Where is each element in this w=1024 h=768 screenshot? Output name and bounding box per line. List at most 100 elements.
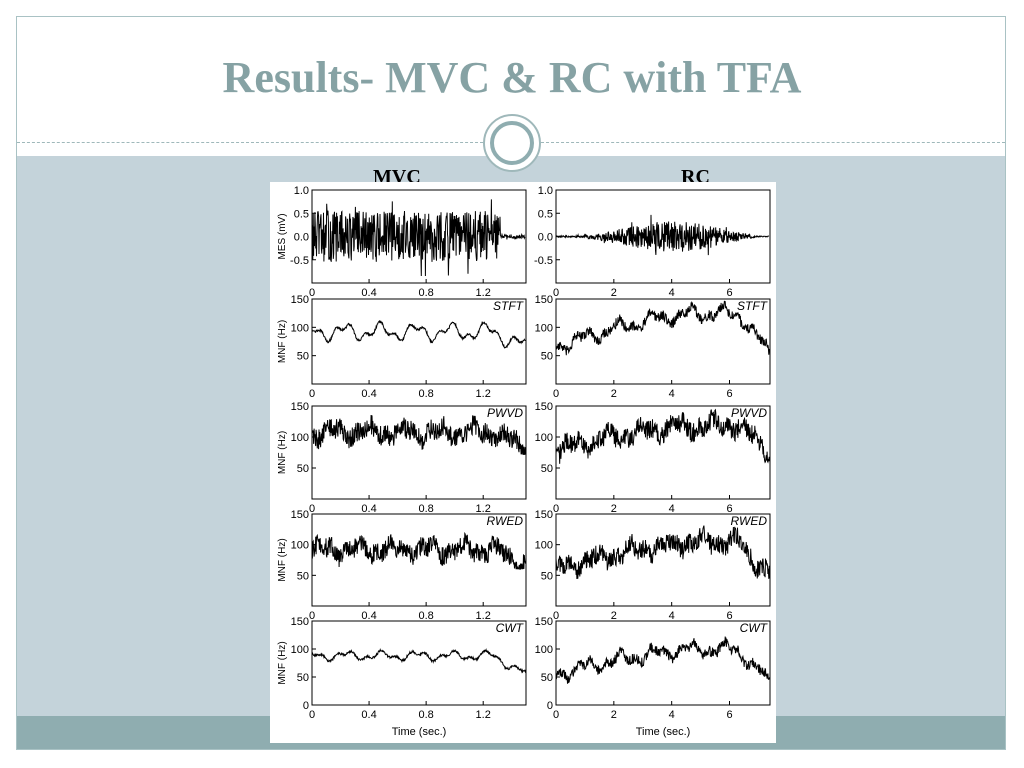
- rc-mes-ytick-label: 0.5: [538, 208, 553, 220]
- mvc-rwed-xtick-label: 0: [309, 610, 315, 622]
- mvc-rwed-xtick-label: 0.8: [418, 610, 433, 622]
- mvc-cwt-ytick-label: 0: [303, 700, 309, 712]
- mvc-stft-ytick-label: 150: [291, 294, 309, 306]
- rc-cwt-xlabel: Time (sec.): [636, 726, 691, 738]
- rc-stft-ytick-label: 150: [535, 294, 553, 306]
- rc-cwt-xtick-label: 2: [611, 709, 617, 721]
- mvc-mes-ytick-label: 0.5: [294, 208, 309, 220]
- mvc-stft-ytick-label: 50: [297, 351, 309, 363]
- mvc-mes-xtick-label: 0.8: [418, 287, 433, 299]
- mvc-stft-axes-box: [311, 298, 527, 385]
- rc-rwed-ytick-label: 150: [535, 509, 553, 521]
- mvc-mes-trace: [311, 199, 526, 277]
- rc-mes-trace: [555, 214, 770, 256]
- mvc-pwvd-xtick-label: 1.2: [476, 503, 491, 515]
- mvc-cwt-method-label: CWT: [496, 621, 525, 635]
- rc-cwt-xtick-label: 4: [669, 709, 675, 721]
- mvc-pwvd-xtick-label: 0: [309, 503, 315, 515]
- mvc-rwed-xtick-label: 1.2: [476, 610, 491, 622]
- rc-mes-xtick-label: 0: [553, 287, 559, 299]
- mvc-rwed-trace: [311, 531, 527, 570]
- mvc-mes-xtick-label: 1.2: [476, 287, 491, 299]
- mvc-rwed-ytick-label: 150: [291, 509, 309, 521]
- mvc-cwt-ytick-label: 150: [291, 616, 309, 628]
- rc-rwed-xtick-label: 0: [553, 610, 559, 622]
- mvc-stft-xtick-label: 0.4: [361, 388, 376, 400]
- mvc-stft-ylabel: MNF (Hz): [277, 320, 288, 363]
- mvc-stft-trace: [311, 319, 526, 349]
- rc-mes-xtick-label: 2: [611, 287, 617, 299]
- mvc-pwvd-xtick-label: 0.8: [418, 503, 433, 515]
- rc-stft-xtick-label: 0: [553, 388, 559, 400]
- rc-cwt-xtick-label: 6: [726, 709, 732, 721]
- mvc-mes-xtick-label: 0: [309, 287, 315, 299]
- rc-pwvd-ytick-label: 50: [541, 463, 553, 475]
- mvc-stft-ytick-label: 100: [291, 322, 309, 334]
- mvc-cwt-xtick-label: 0.8: [418, 709, 433, 721]
- mvc-rwed-xtick-label: 0.4: [361, 610, 376, 622]
- tfa-figure-svg: 1.0 0.5 0.0 -0.5 0 0.4 0.8 1.2 MES (mV) 1.0 0.5 0.0…: [277, 185, 771, 738]
- mvc-cwt-trace: [311, 647, 527, 674]
- mvc-rwed-ylabel: MNF (Hz): [277, 538, 288, 581]
- slide-title: Results- MVC & RC with TFA: [222, 53, 802, 102]
- mvc-cwt-xtick-label: 0: [309, 709, 315, 721]
- rc-pwvd-ytick-label: 100: [535, 432, 553, 444]
- mvc-mes-xtick-label: 0.4: [361, 287, 376, 299]
- rc-stft-axes-box: [555, 298, 771, 385]
- rc-mes-ytick-label: 1.0: [538, 185, 553, 197]
- mvc-cwt-xtick-label: 1.2: [476, 709, 491, 721]
- mvc-pwvd-method-label: PWVD: [487, 406, 523, 420]
- circle-ornament-icon: [483, 114, 541, 172]
- mvc-pwvd-trace: [311, 414, 527, 455]
- mvc-cwt-ytick-label: 50: [297, 672, 309, 684]
- rc-pwvd-method-label: PWVD: [731, 406, 767, 420]
- rc-stft-method-label: STFT: [737, 299, 769, 313]
- mvc-cwt-ytick-label: 100: [291, 644, 309, 656]
- rc-stft-xtick-label: 2: [611, 388, 617, 400]
- rc-cwt-ytick-label: 50: [541, 672, 553, 684]
- rc-cwt-method-label: CWT: [740, 621, 769, 635]
- mvc-pwvd-xtick-label: 0.4: [361, 503, 376, 515]
- rc-rwed-trace: [555, 525, 771, 580]
- mvc-pwvd-axes-box: [311, 405, 527, 500]
- mvc-cwt-xtick-label: 0.4: [361, 709, 376, 721]
- rc-mes-ytick-label: 0.0: [538, 232, 553, 244]
- mvc-mes-ytick-label: -0.5: [290, 255, 309, 267]
- title-divider-left: [17, 142, 483, 143]
- rc-cwt-trace: [555, 636, 771, 684]
- rc-rwed-ytick-label: 50: [541, 570, 553, 582]
- rc-cwt-xtick-label: 0: [553, 709, 559, 721]
- mvc-stft-xtick-label: 0: [309, 388, 315, 400]
- mvc-rwed-axes-box: [311, 513, 527, 607]
- rc-cwt-axes-box: [555, 620, 771, 706]
- rc-stft-xtick-label: 6: [726, 388, 732, 400]
- rc-pwvd-trace: [555, 408, 771, 464]
- mvc-pwvd-ytick-label: 50: [297, 463, 309, 475]
- rc-mes-xtick-label: 4: [669, 287, 675, 299]
- mvc-pwvd-ytick-label: 100: [291, 432, 309, 444]
- mvc-mes-ytick-label: 1.0: [294, 185, 309, 197]
- rc-rwed-method-label: RWED: [731, 514, 768, 528]
- rc-stft-trace: [555, 300, 770, 356]
- mvc-rwed-ytick-label: 50: [297, 570, 309, 582]
- title-divider-right: [541, 142, 1005, 143]
- mvc-stft-xtick-label: 0.8: [418, 388, 433, 400]
- rc-pwvd-ytick-label: 150: [535, 401, 553, 413]
- tfa-figure: 1.0 0.5 0.0 -0.5 0 0.4 0.8 1.2 MES (mV) 1.0 0.5 0.0…: [270, 182, 776, 743]
- rc-stft-xtick-label: 4: [669, 388, 675, 400]
- rc-rwed-xtick-label: 4: [669, 610, 675, 622]
- rc-cwt-ytick-label: 150: [535, 616, 553, 628]
- mvc-pwvd-ylabel: MNF (Hz): [277, 431, 288, 474]
- circle-ornament-inner: [490, 121, 534, 165]
- rc-mes-xtick-label: 6: [726, 287, 732, 299]
- rc-rwed-ytick-label: 100: [535, 540, 553, 552]
- mvc-cwt-ylabel: MNF (Hz): [277, 641, 288, 684]
- rc-rwed-xtick-label: 2: [611, 610, 617, 622]
- rc-pwvd-xtick-label: 0: [553, 503, 559, 515]
- rc-pwvd-xtick-label: 4: [669, 503, 675, 515]
- rc-cwt-ytick-label: 100: [535, 644, 553, 656]
- mvc-mes-ytick-label: 0.0: [294, 232, 309, 244]
- mvc-rwed-ytick-label: 100: [291, 540, 309, 552]
- mvc-stft-xtick-label: 1.2: [476, 388, 491, 400]
- mvc-cwt-axes-box: [311, 620, 527, 706]
